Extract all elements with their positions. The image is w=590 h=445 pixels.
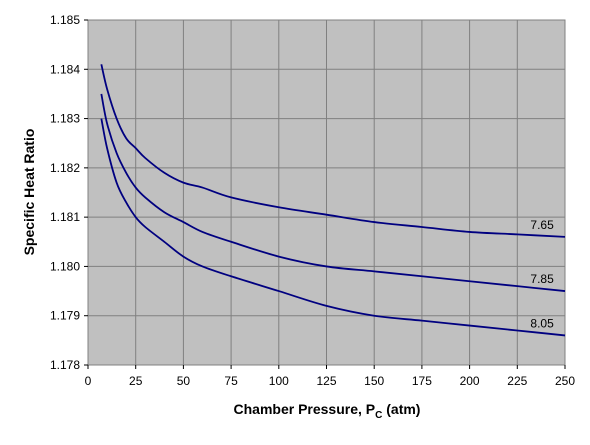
x-tick-label: 225 [507,374,527,388]
series-line-1 [100,93,566,292]
series-line-2 [100,118,566,337]
series-lines [100,64,566,337]
x-tick-label: 125 [316,374,336,388]
axis-ticks: 0 25 50 75 100 125 150 175 200 225 250 1.178 1.179 1.… [50,13,575,388]
y-tick-label: 1.182 [50,161,80,175]
x-tick-label: 75 [224,374,238,388]
series-label-0: 7.65 [530,218,554,232]
series-label-1: 7.85 [530,272,554,286]
y-tick-label: 1.180 [50,259,80,273]
x-tick-label: 100 [269,374,289,388]
y-tick-label: 1.179 [50,309,80,323]
y-tick-label: 1.184 [50,62,80,76]
y-axis-title: Specific Heat Ratio [21,129,37,256]
x-tick-label: 200 [460,374,480,388]
x-tick-label: 25 [129,374,143,388]
x-tick-label: 0 [85,374,92,388]
y-tick-label: 1.185 [50,13,80,27]
series-labels: 7.65 7.85 8.05 [530,218,554,331]
x-axis-title: Chamber Pressure, PC (atm) [234,401,421,421]
y-tick-label: 1.178 [50,358,80,372]
x-tick-label: 50 [177,374,191,388]
x-tick-label: 250 [555,374,575,388]
series-line-0 [100,64,566,238]
x-axis-title-main: Chamber Pressure, P [234,401,376,417]
x-axis-title-subscript: C [375,410,382,421]
series-label-2: 8.05 [530,316,554,330]
x-tick-label: 150 [364,374,384,388]
y-tick-label: 1.181 [50,210,80,224]
x-axis-title-suffix: (atm) [382,401,420,417]
y-tick-label: 1.183 [50,112,80,126]
x-tick-label: 175 [412,374,432,388]
